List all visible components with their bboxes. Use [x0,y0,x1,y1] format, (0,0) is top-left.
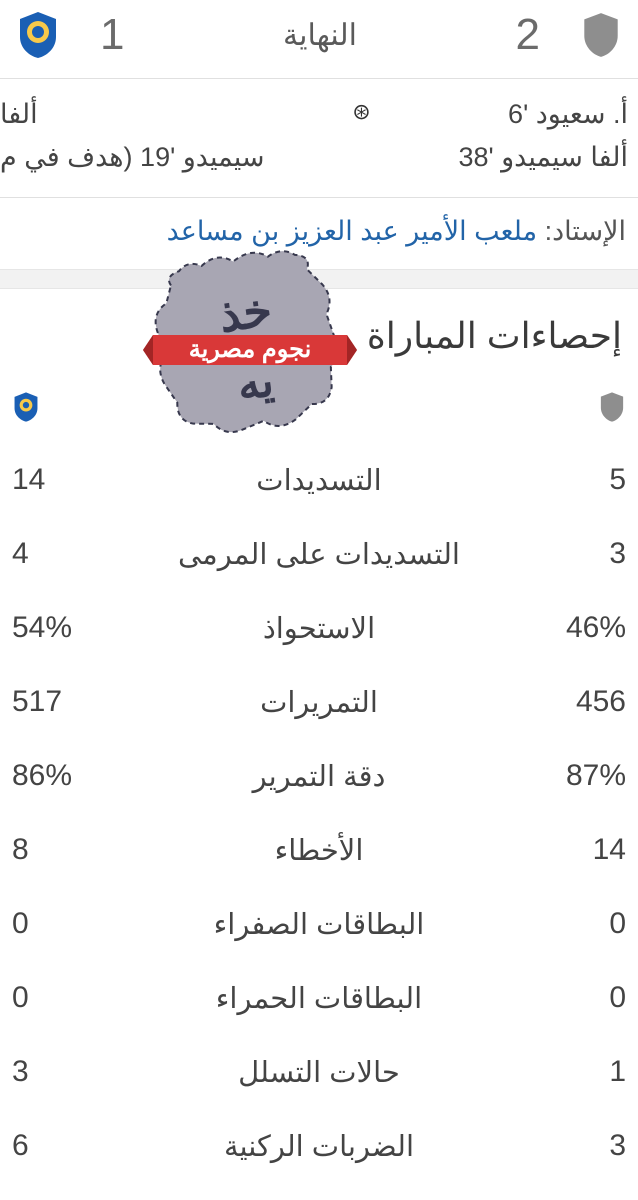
away-side: 1 [16,10,124,60]
stat-row: 456التمريرات517 [0,665,638,739]
stat-home-value: 0 [516,981,626,1015]
stat-row: 3التسديدات على المرمى4 [0,517,638,591]
stat-home-value: 1 [516,1055,626,1089]
stat-row: 0البطاقات الحمراء0 [0,961,638,1035]
away-scorers: ألفا سيميدو '19 (هدف في م [0,93,264,179]
stat-label: التمريرات [122,685,516,720]
stat-home-value: 3 [516,1129,626,1163]
match-status: النهاية [283,18,357,53]
stat-away-value: 6 [12,1129,122,1163]
stat-home-value: 14 [516,833,626,867]
home-team-shield-icon [580,11,622,59]
stat-away-value: 86% [12,759,122,793]
stat-away-value: 54% [12,611,122,645]
stat-row: 1حالات التسلل3 [0,1035,638,1109]
stat-label: البطاقات الحمراء [122,981,516,1016]
stat-label: حالات التسلل [122,1055,516,1090]
home-scorers: أ. سعيود '6 ألفا سيميدو '38 [458,93,628,179]
stat-label: البطاقات الصفراء [122,907,516,942]
section-divider [0,269,638,289]
stat-row: 3الضربات الركنية6 [0,1109,638,1183]
stat-home-value: 456 [516,685,626,719]
stats-list: 5التسديدات143التسديدات على المرمى446%الا… [0,443,638,1183]
stat-away-value: 0 [12,981,122,1015]
stat-label: دقة التمرير [122,759,516,794]
away-team-badge-icon [16,10,60,60]
stat-home-value: 87% [516,759,626,793]
goal-icon: ⊛ [352,99,370,125]
home-team-shield-small-icon [598,391,626,423]
stat-home-value: 5 [516,463,626,497]
stadium-label: الإستاد: [545,216,626,246]
stat-label: التسديدات [122,463,516,498]
stat-away-value: 3 [12,1055,122,1089]
stats-title: إحصاءات المباراة [0,289,638,367]
scorer-line: ألفا [0,93,264,136]
stats-team-row [0,367,638,443]
stat-home-value: 0 [516,907,626,941]
stat-row: 0البطاقات الصفراء0 [0,887,638,961]
scorer-line: ألفا سيميدو '38 [458,136,628,179]
stat-away-value: 8 [12,833,122,867]
stadium-link[interactable]: ملعب الأمير عبد العزيز بن مساعد [167,216,537,246]
stat-label: الضربات الركنية [122,1129,516,1164]
stat-row: 87%دقة التمرير86% [0,739,638,813]
stat-home-value: 46% [516,611,626,645]
home-side: 2 [516,10,622,60]
score-header: 2 النهاية 1 [0,0,638,79]
stadium-row: الإستاد: ملعب الأمير عبد العزيز بن مساعد [0,198,638,269]
stat-away-value: 14 [12,463,122,497]
away-team-badge-small-icon [12,391,40,423]
stat-home-value: 3 [516,537,626,571]
scorer-line: سيميدو '19 (هدف في م [0,136,264,179]
away-score: 1 [100,10,124,60]
stat-label: الاستحواذ [122,611,516,646]
stat-label: التسديدات على المرمى [122,537,516,572]
stat-row: 46%الاستحواذ54% [0,591,638,665]
stat-away-value: 517 [12,685,122,719]
scorer-line: أ. سعيود '6 [458,93,628,136]
stat-label: الأخطاء [122,833,516,868]
stat-row: 5التسديدات14 [0,443,638,517]
stat-away-value: 4 [12,537,122,571]
stat-row: 14الأخطاء8 [0,813,638,887]
scorers-section: أ. سعيود '6 ألفا سيميدو '38 ⊛ ألفا سيميد… [0,79,638,198]
stat-away-value: 0 [12,907,122,941]
home-score: 2 [516,10,540,60]
